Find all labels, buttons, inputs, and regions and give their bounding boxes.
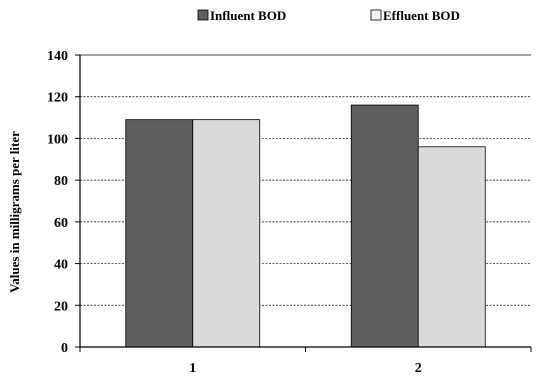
y-tick-label: 140	[47, 49, 68, 64]
bar-effluent-bod-1	[192, 119, 261, 348]
bar-influent-bod-1	[125, 119, 194, 348]
bars	[125, 104, 486, 348]
x-tick-label: 1	[189, 361, 196, 376]
legend: Influent BOD Effluent BOD	[197, 8, 460, 23]
legend-swatch-influent-bod	[197, 9, 209, 21]
y-axis-title: Values in milligrams per liter	[7, 131, 22, 293]
y-tick-label: 0	[61, 341, 68, 356]
y-tick-label: 40	[54, 258, 68, 273]
x-tick-label: 2	[415, 361, 422, 376]
y-axis: 0 20 40 60 80 100 120 140	[47, 49, 80, 356]
y-tick-label: 80	[54, 174, 68, 189]
bar-influent-bod-2	[350, 104, 419, 348]
y-tick-label: 100	[47, 132, 68, 147]
bar-effluent-bod-2	[417, 146, 486, 348]
legend-swatch-effluent-bod	[370, 9, 382, 21]
y-tick-label: 120	[47, 91, 68, 106]
legend-label-effluent-bod: Effluent BOD	[383, 8, 460, 23]
y-tick-label: 60	[54, 216, 68, 231]
legend-label-influent-bod: Influent BOD	[210, 8, 286, 23]
y-tick-label: 20	[54, 299, 68, 314]
